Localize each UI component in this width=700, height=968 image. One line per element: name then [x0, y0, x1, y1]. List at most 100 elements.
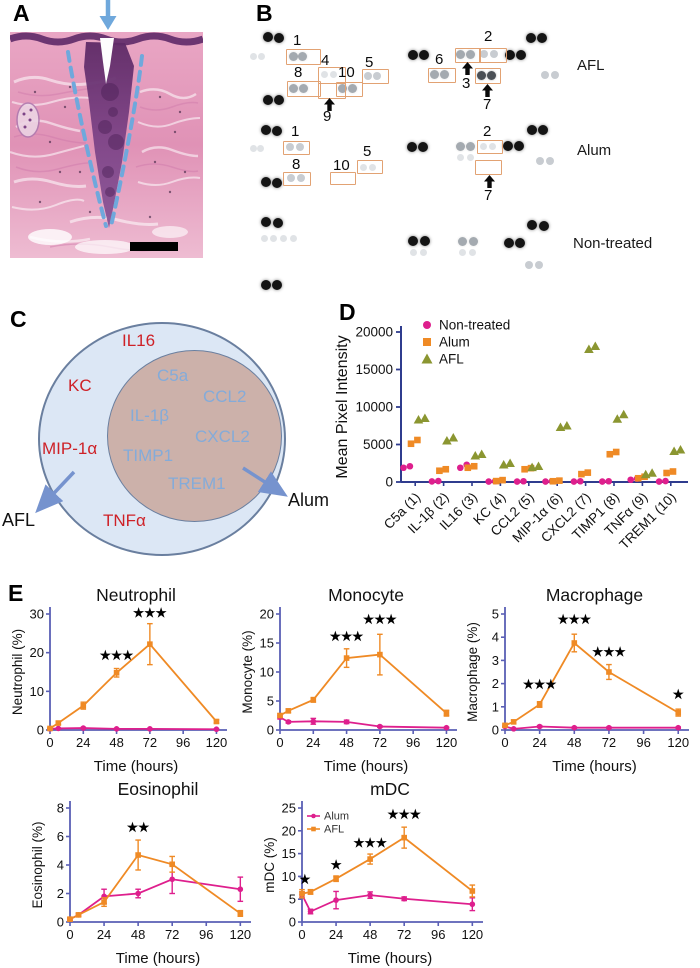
svg-text:15: 15 — [260, 636, 274, 651]
blot-dot — [274, 95, 284, 105]
svg-text:2: 2 — [57, 886, 64, 901]
blot-dot — [261, 217, 271, 227]
histology-image — [8, 32, 205, 258]
svg-text:24: 24 — [306, 735, 320, 750]
svg-text:0: 0 — [298, 927, 305, 942]
svg-text:Alum: Alum — [324, 811, 349, 823]
blot-group-label-afl: AFL — [577, 57, 605, 74]
svg-text:★★★: ★★★ — [330, 630, 364, 644]
blot-number-label: 3 — [462, 75, 471, 92]
blot-dot — [272, 178, 282, 188]
blot-dot — [439, 69, 449, 79]
blot-dot — [527, 125, 537, 135]
venn-afl-label: AFL — [2, 510, 36, 530]
svg-text:★★★: ★★★ — [592, 645, 626, 659]
blot-number-label: 10 — [338, 64, 355, 81]
svg-text:30: 30 — [30, 607, 44, 622]
svg-text:0: 0 — [276, 735, 283, 750]
blot-group-label-alum: Alum — [577, 142, 612, 159]
histology-art — [8, 32, 205, 258]
blot-dot — [260, 234, 268, 242]
up-arrow-icon — [483, 175, 495, 188]
blot-dot — [297, 174, 305, 182]
panel-b-label: B — [256, 0, 273, 26]
svg-text:72: 72 — [397, 927, 411, 942]
svg-text:Time (hours): Time (hours) — [552, 758, 636, 775]
svg-text:4: 4 — [492, 630, 499, 645]
blot-highlight-box — [475, 160, 502, 175]
svg-text:5: 5 — [492, 607, 499, 622]
svg-text:8: 8 — [57, 801, 64, 816]
blot-dot — [263, 32, 273, 42]
svg-text:0: 0 — [267, 723, 274, 738]
svg-text:96: 96 — [431, 927, 445, 942]
blot-dot — [257, 52, 265, 60]
blot-dot — [480, 50, 488, 58]
blot-number-label: 4 — [321, 52, 330, 69]
blot-highlight-box — [283, 172, 311, 186]
blot-dot — [296, 143, 304, 151]
svg-text:★★★: ★★★ — [387, 807, 421, 821]
svg-text:★★★: ★★★ — [523, 678, 557, 692]
blot-dot — [288, 83, 298, 93]
svg-text:120: 120 — [461, 927, 483, 942]
blot-dot — [466, 153, 474, 161]
venn-alum-label: Alum — [288, 490, 330, 510]
blot-dot — [486, 70, 496, 80]
svg-text:48: 48 — [109, 735, 123, 750]
up-arrow-icon — [323, 98, 335, 111]
blot-dot — [429, 69, 439, 79]
blot-highlight-box — [479, 48, 507, 63]
blot-dot — [408, 236, 418, 246]
panel-d-label: D — [339, 299, 356, 325]
svg-text:24: 24 — [329, 927, 343, 942]
venn-arrows — [35, 466, 288, 514]
svg-text:120: 120 — [667, 735, 689, 750]
blot-dot — [537, 33, 547, 43]
blot-dot — [455, 49, 465, 59]
svg-text:Time (hours): Time (hours) — [324, 758, 408, 775]
blot-dot — [249, 52, 257, 60]
chart-monocyte: 0 5 10 15 20 0 24 48 72 96 120 Monocyte Time (hours)… — [240, 585, 457, 775]
svg-text:96: 96 — [176, 735, 190, 750]
venn-inner-circle — [107, 350, 282, 522]
blot-number-label: 1 — [293, 32, 302, 49]
svg-text:5: 5 — [289, 892, 296, 907]
svg-text:24: 24 — [97, 927, 111, 942]
blot-dot — [539, 221, 549, 231]
blot-dot — [546, 157, 554, 165]
svg-text:Alum: Alum — [439, 335, 470, 350]
blot-dot — [551, 71, 559, 79]
svg-text:Monocyte (%): Monocyte (%) — [240, 630, 255, 713]
blot-highlight-box — [283, 141, 310, 155]
svg-text:0: 0 — [289, 915, 296, 930]
blot-dot — [272, 280, 282, 290]
up-arrow-icon — [481, 84, 493, 97]
chart-mdc: 0 5 10 15 20 25 0 24 48 72 96 120 mDC Time (hours) mDC… — [262, 779, 483, 967]
blot-dot — [516, 50, 526, 60]
blot-dot — [490, 50, 498, 58]
svg-text:6: 6 — [57, 829, 64, 844]
blot-number-label: 7 — [483, 96, 492, 113]
venn-diagram: IL16 KC MIP-1α TNFα C5a CCL2 IL-1β CXCL2… — [0, 316, 345, 574]
blot-dot — [407, 142, 417, 152]
svg-text:Non-treated: Non-treated — [439, 318, 510, 333]
up-arrow-icon — [461, 62, 473, 75]
svg-text:96: 96 — [406, 735, 420, 750]
svg-text:4: 4 — [57, 858, 64, 873]
blot-dot — [263, 95, 273, 105]
svg-text:★★★: ★★★ — [363, 612, 397, 626]
svg-text:0: 0 — [501, 735, 508, 750]
svg-text:10000: 10000 — [355, 400, 393, 415]
panel-a-label: A — [13, 0, 30, 26]
blot-number-label: 1 — [291, 123, 300, 140]
svg-text:120: 120 — [229, 927, 251, 942]
scale-bar — [130, 242, 178, 251]
blot-dot — [514, 141, 524, 151]
blot-dot — [538, 125, 548, 135]
blot-dot — [409, 248, 417, 256]
svg-text:mDC: mDC — [370, 779, 410, 799]
blot-dot — [256, 144, 264, 152]
